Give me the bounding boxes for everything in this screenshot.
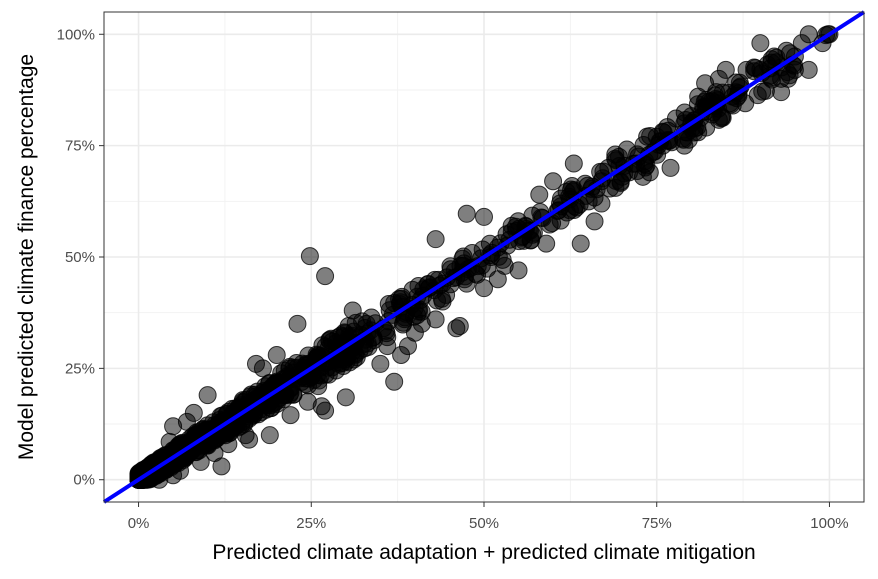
scatter-point xyxy=(457,204,476,223)
scatter-point xyxy=(592,194,611,213)
grid-major xyxy=(104,12,864,502)
scatter-point xyxy=(309,377,328,396)
reference-line-layer xyxy=(102,10,866,504)
scatter-point xyxy=(447,319,466,338)
scatter-point xyxy=(433,292,452,311)
scatter-point xyxy=(799,60,818,79)
scatter-point xyxy=(316,401,335,420)
scatter-point xyxy=(267,395,286,413)
scatter-point xyxy=(716,60,735,79)
x-tick-label: 50% xyxy=(469,515,499,532)
scatter-point xyxy=(544,172,563,191)
scatter-point xyxy=(343,301,362,320)
y-axis-title: Model predicted climate finance percenta… xyxy=(15,54,38,460)
scatter-point xyxy=(336,388,355,407)
y-tick-label: 100% xyxy=(57,26,95,43)
scatter-point xyxy=(571,234,590,253)
x-tick-label: 75% xyxy=(642,515,672,532)
scatter-point xyxy=(260,426,279,445)
x-tick-label: 25% xyxy=(296,515,326,532)
scatter-point xyxy=(253,359,272,378)
x-tick-label: 0% xyxy=(128,515,150,532)
scatter-point xyxy=(267,346,286,364)
scatter-point xyxy=(281,406,300,425)
scatter-point xyxy=(675,136,694,155)
scatter-point xyxy=(564,154,583,173)
scatter-point xyxy=(329,354,348,373)
scatter-point xyxy=(737,60,756,79)
y-tick-label: 25% xyxy=(65,360,95,377)
scatter-point xyxy=(191,452,210,471)
scatter-point xyxy=(160,432,179,451)
x-axis-ticks: 0% 25% 50% 75% 100% xyxy=(128,502,849,532)
scatter-point xyxy=(300,247,319,266)
scatter-point xyxy=(240,430,259,449)
scatter-point xyxy=(316,267,335,286)
scatter-point xyxy=(689,123,708,142)
scatter-point xyxy=(288,314,307,333)
y-tick-label: 75% xyxy=(65,138,95,155)
scatter-point xyxy=(399,337,417,356)
x-tick-label: 100% xyxy=(810,515,848,532)
scatter-point xyxy=(219,435,238,454)
scatter-point xyxy=(412,314,431,333)
scatter-point xyxy=(753,82,772,101)
y-axis-ticks: 0% 25% 50% 75% 100% xyxy=(57,26,104,489)
scatter-point xyxy=(640,163,659,182)
scatter-point xyxy=(751,34,770,53)
scatter-point xyxy=(779,69,797,88)
scatter-point xyxy=(323,332,341,351)
scatter-point xyxy=(475,207,493,226)
scatter-point xyxy=(661,158,680,177)
scatter-point xyxy=(205,444,224,462)
scatter-point xyxy=(585,212,604,231)
scatter-point xyxy=(426,230,445,249)
scatter-point xyxy=(537,234,556,253)
scatter-point xyxy=(371,354,390,373)
scatter-point xyxy=(350,341,369,360)
scatter-point xyxy=(198,386,217,405)
y-tick-label: 0% xyxy=(73,472,95,489)
scatter-point xyxy=(530,185,549,204)
scatter-point xyxy=(171,461,189,480)
scatter-point xyxy=(495,256,514,275)
scatter-point xyxy=(468,265,487,284)
reference-line xyxy=(102,10,866,504)
scatter-point xyxy=(385,372,404,391)
x-axis-title: Predicted climate adaptation + predicted… xyxy=(212,541,755,564)
scatter-point xyxy=(765,47,784,66)
y-tick-label: 50% xyxy=(65,249,95,266)
scatter-point xyxy=(184,403,203,422)
